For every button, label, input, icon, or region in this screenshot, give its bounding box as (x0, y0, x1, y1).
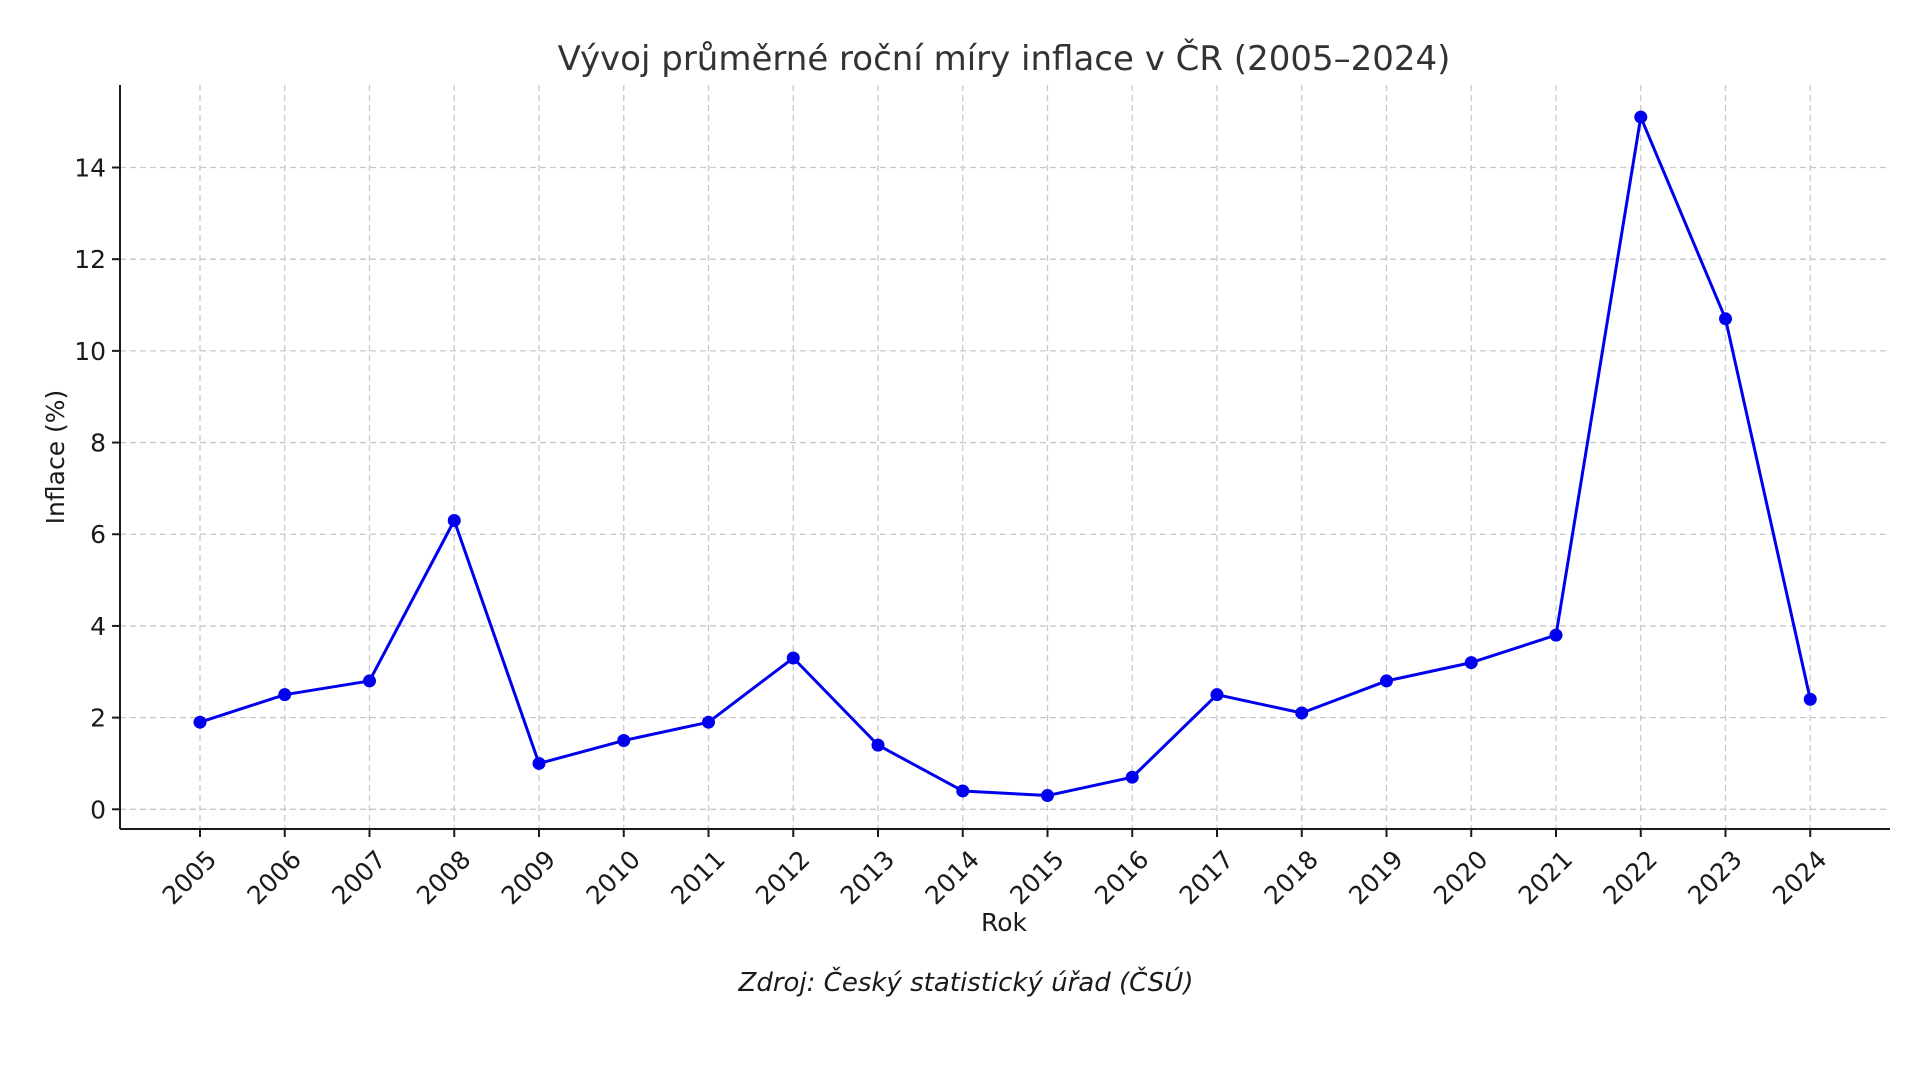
series-line (199, 115, 1812, 798)
data-point (193, 715, 207, 729)
y-tick-label: 4 (90, 612, 106, 641)
x-tick-label: 2006 (241, 845, 306, 910)
grid (120, 85, 1890, 829)
y-tick-label: 0 (90, 795, 106, 824)
x-tick-label: 2022 (1597, 845, 1662, 910)
data-point (1634, 110, 1648, 124)
data-point (1210, 688, 1224, 702)
data-point (617, 734, 631, 748)
x-tick-label: 2010 (580, 845, 645, 910)
x-tick-label: 2017 (1174, 845, 1239, 910)
data-point (363, 674, 376, 688)
x-axis-label: Rok (981, 908, 1028, 937)
x-tick-label: 2020 (1428, 845, 1493, 910)
data-point (1380, 674, 1393, 688)
x-tick-label: 2018 (1258, 845, 1323, 910)
y-tick-label: 8 (90, 429, 106, 458)
data-point (871, 738, 885, 752)
x-tick-label: 2021 (1513, 845, 1578, 910)
data-point (532, 756, 546, 770)
x-tick-label: 2009 (496, 845, 561, 910)
series (193, 110, 1817, 803)
x-tick-label: 2011 (665, 845, 730, 910)
data-point (278, 688, 292, 702)
y-tick-label: 14 (74, 154, 106, 183)
x-tick-label: 2013 (835, 845, 900, 910)
axes (119, 85, 1890, 830)
data-point (786, 651, 800, 665)
x-tick-label: 2007 (326, 845, 391, 910)
data-point (1041, 789, 1054, 803)
data-point (1125, 770, 1139, 784)
x-tick-label: 2008 (411, 845, 476, 910)
y-tick-label: 12 (74, 245, 106, 274)
x-tick-label: 2005 (157, 845, 222, 910)
data-point (1719, 312, 1732, 326)
x-axis-ticks: 2005 2006 2007 2008 2009 2010 2011 2012 2013 2014… (157, 829, 1832, 910)
x-tick-label: 2014 (919, 845, 984, 910)
x-tick-label: 2015 (1004, 845, 1069, 910)
x-tick-label: 2023 (1682, 845, 1747, 910)
data-point (1803, 692, 1817, 706)
data-point (447, 513, 461, 527)
data-point (1295, 706, 1309, 720)
y-axis-ticks: 0 2 4 6 8 10 12 14 (74, 154, 120, 824)
y-axis-label: Inflace (%) (41, 390, 70, 525)
source-note: Zdroj: Český statistický úřad (ČSÚ) (738, 966, 1194, 998)
x-tick-label: 2024 (1767, 845, 1832, 910)
data-point (1464, 656, 1478, 670)
x-tick-label: 2019 (1343, 845, 1408, 910)
y-tick-label: 10 (74, 337, 106, 366)
x-tick-label: 2016 (1089, 845, 1154, 910)
y-tick-label: 2 (90, 704, 106, 733)
data-point (702, 715, 715, 729)
y-tick-label: 6 (90, 520, 106, 549)
data-point (1549, 628, 1563, 642)
x-tick-label: 2012 (750, 845, 815, 910)
data-point (956, 784, 970, 798)
chart-title: Vývoj průměrné roční míry inflace v ČR (… (558, 38, 1451, 79)
